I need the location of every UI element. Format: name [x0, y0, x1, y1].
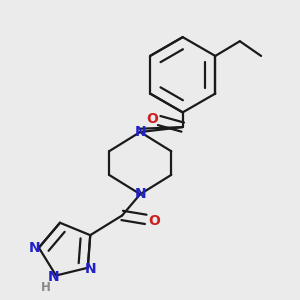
Text: N: N — [85, 262, 96, 276]
Text: N: N — [134, 125, 146, 139]
Text: H: H — [40, 281, 50, 294]
Text: O: O — [148, 214, 160, 228]
Text: O: O — [146, 112, 158, 126]
Text: N: N — [29, 241, 41, 255]
Text: N: N — [48, 270, 59, 284]
Text: N: N — [134, 187, 146, 201]
